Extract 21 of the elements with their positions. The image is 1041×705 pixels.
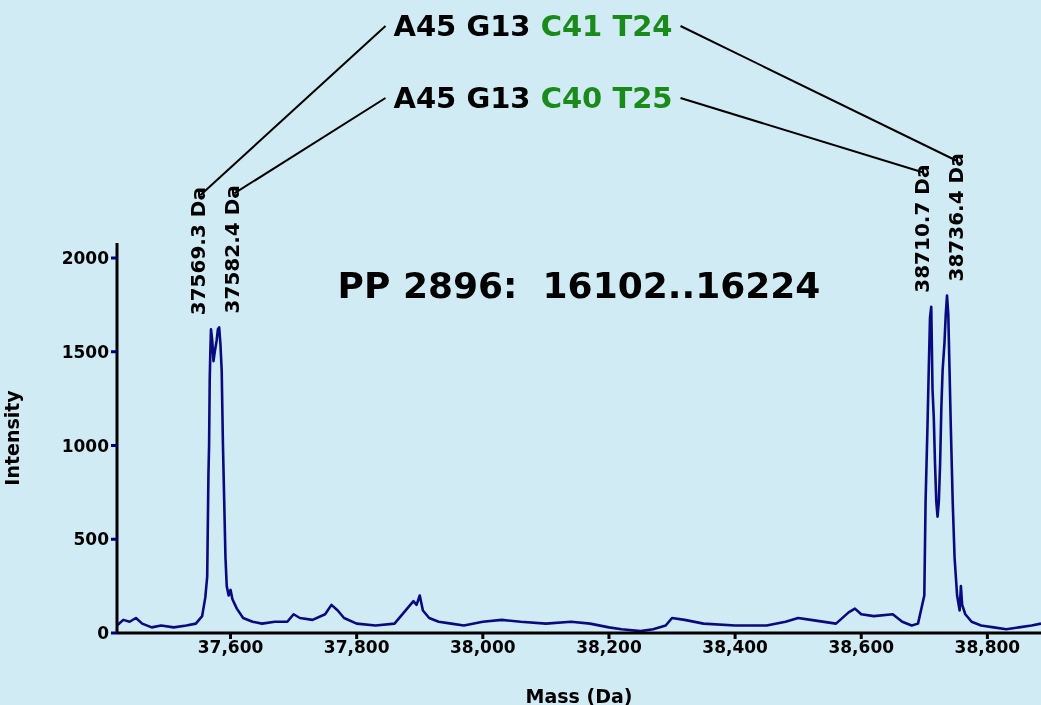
x-tick-label: 38,400 <box>702 637 769 658</box>
text: A45 G13 C41 T24 <box>393 9 673 43</box>
x-tick-label: 38,000 <box>450 637 516 658</box>
y-tick-label: 0 <box>97 623 110 644</box>
y-tick-label: 1500 <box>61 341 110 362</box>
x-axis-title: Mass (Da) <box>525 685 633 705</box>
text: A45 G13 C40 T25 <box>393 81 673 115</box>
y-tick-label: 1000 <box>61 435 110 456</box>
x-tick-label: 37,600 <box>197 637 264 658</box>
y-axis-title: Intensity <box>0 389 23 486</box>
annotation: 37582.4 Da <box>220 185 245 314</box>
y-tick-label: 2000 <box>61 248 110 269</box>
annotation: 37569.3 Da <box>186 187 211 316</box>
text: PP 2896: 16102..16224 <box>337 265 821 306</box>
x-tick-label: 38,200 <box>576 637 642 658</box>
x-tick-label: 38,800 <box>954 637 1021 658</box>
x-tick-label: 37,800 <box>323 637 390 658</box>
annotation: 38736.4 Da <box>944 153 969 282</box>
annotation: 38710.7 Da <box>910 164 935 293</box>
x-tick-label: 38,600 <box>828 637 895 658</box>
y-tick-label: 500 <box>73 529 110 550</box>
